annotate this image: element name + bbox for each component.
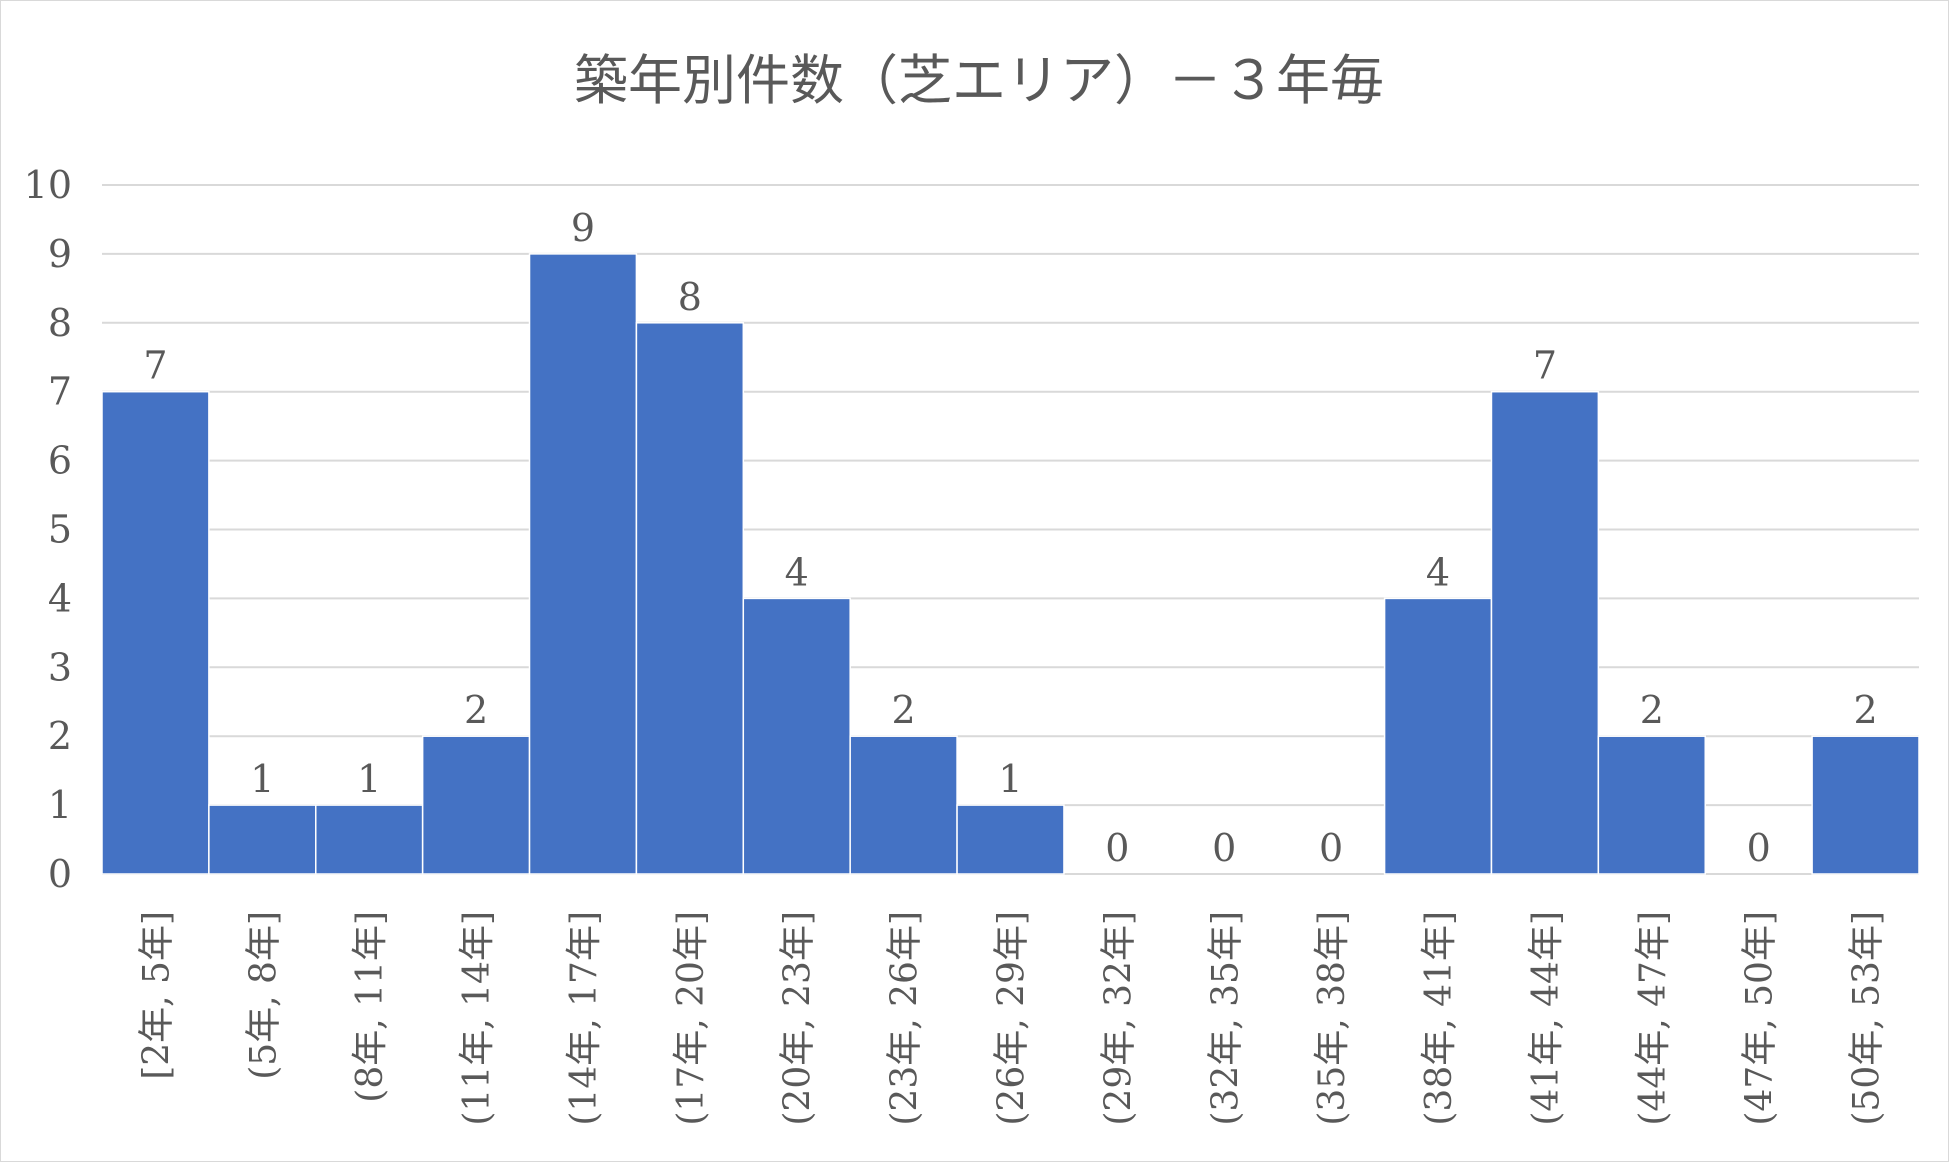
x-category-label: (38年, 41年] [1419,911,1460,1126]
bar [1490,390,1600,875]
data-label: 0 [1105,826,1129,870]
x-category-label: (35年, 38年] [1312,911,1353,1126]
data-label: 7 [143,344,167,388]
bar [1811,735,1920,875]
data-label: 0 [1212,826,1236,870]
x-category-label: (47年, 50年] [1740,911,1781,1126]
bar [101,390,210,875]
data-label: 2 [892,688,916,732]
x-category-label: (32年, 35年] [1205,911,1246,1126]
y-tick-label: 5 [48,508,72,552]
data-label: 2 [464,688,488,732]
bar [208,804,317,875]
bar [849,735,958,875]
bars [101,253,1920,875]
bar [421,735,531,875]
bar [1383,597,1493,875]
y-tick-label: 1 [48,783,72,827]
data-label: 1 [250,757,274,801]
x-category-label: (20年, 23年] [778,911,819,1126]
data-label: 0 [1747,826,1771,870]
y-tick-label: 10 [24,163,72,207]
x-axis-categories: [2年, 5年] (5年, 8年] (8年, 11年] (11年, 14年] (14年,… [136,911,1887,1126]
bar [1597,735,1706,875]
bar [635,322,745,875]
data-label: 8 [678,275,702,319]
x-category-label: [2年, 5年] [136,911,177,1080]
x-category-label: (23年, 26年] [885,911,926,1126]
y-tick-label: 3 [48,645,72,689]
chart-title: 築年別件数（芝エリア）－３年毎 [574,49,1384,112]
x-category-label: (11年, 14年] [457,911,498,1126]
y-tick-label: 8 [48,301,72,345]
data-label: 2 [1853,688,1877,732]
x-category-label: (50年, 53年] [1847,911,1888,1126]
x-category-label: (17年, 20年] [671,911,712,1126]
data-label: 1 [998,757,1022,801]
x-category-label: (14年, 17年] [564,911,605,1126]
x-category-label: (26年, 29年] [992,911,1033,1126]
y-tick-label: 0 [48,852,72,896]
x-category-label: (8年, 11年] [350,911,391,1103]
data-label: 1 [357,757,381,801]
y-axis-ticks: 0 1 2 3 4 5 6 7 8 9 10 [24,163,72,896]
y-tick-label: 6 [48,439,72,483]
data-labels: 7 1 1 2 9 8 4 2 1 0 0 0 4 7 2 0 2 [143,206,1877,870]
bar [956,804,1065,875]
y-tick-label: 2 [48,714,72,758]
x-category-label: (44年, 47年] [1633,911,1674,1126]
data-label: 9 [571,206,595,250]
x-category-label: (29年, 32年] [1098,911,1139,1126]
data-label: 7 [1533,344,1557,388]
data-label: 4 [785,550,809,594]
y-tick-label: 9 [48,232,72,276]
data-label: 0 [1319,826,1343,870]
x-category-label: (5年, 8年] [243,911,284,1080]
data-label: 2 [1640,688,1664,732]
bar [742,597,851,875]
bar [315,804,424,875]
data-label: 4 [1426,550,1450,594]
x-category-label: (41年, 44年] [1526,911,1567,1126]
bar [528,253,638,875]
y-tick-label: 4 [48,576,72,620]
y-tick-label: 7 [48,370,72,414]
